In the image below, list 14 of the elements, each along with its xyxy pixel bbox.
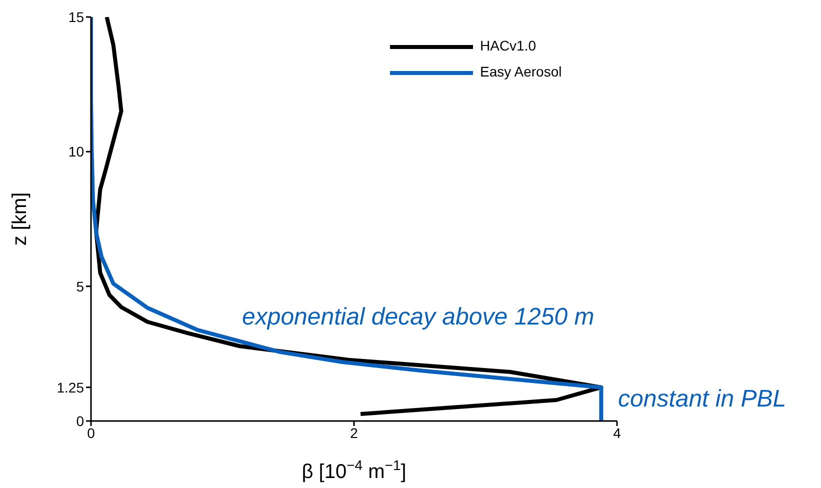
y-tick-label: 5: [76, 278, 84, 294]
x-axis-title: β [10$^{−4}$ m$^{−1}$]: [302, 457, 406, 483]
y-tick-label: 0: [76, 412, 84, 429]
text: constant in PBL: [618, 385, 786, 412]
x-tick-label: 0: [87, 424, 96, 441]
annotation: exponential decay above 1250 m: [242, 303, 594, 330]
y-tick-label: 10: [68, 144, 84, 160]
text: Easy Aerosol: [480, 64, 562, 80]
y-tick-label: 1.25: [56, 379, 84, 396]
y-axis-title: z [km]: [9, 192, 31, 246]
x-tick-label: 4: [613, 424, 622, 441]
text: HACv1.0: [480, 38, 536, 54]
y-tick-label: 15: [68, 8, 84, 25]
x-tick-label: 2: [350, 424, 358, 441]
